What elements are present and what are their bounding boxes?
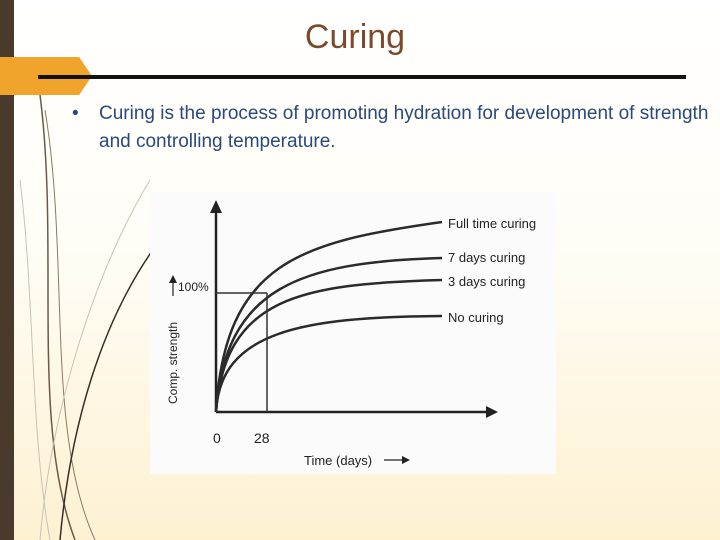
x-axis-label: Time (days) <box>304 453 372 468</box>
x-axis-label-arrow <box>384 456 410 464</box>
y-reference-label: 100% <box>178 280 209 294</box>
left-sidebar-bar <box>0 0 14 540</box>
series-label-no-curing: No curing <box>448 310 504 325</box>
x-tick-label-0: 0 <box>213 430 221 446</box>
series-label-3-days-curing: 3 days curing <box>448 274 525 289</box>
x-axis <box>216 406 498 418</box>
y-axis <box>210 200 222 412</box>
bullet-point: • Curing is the process of promoting hyd… <box>72 100 719 156</box>
series-line-no-curing <box>214 314 443 413</box>
bullet-marker: • <box>72 103 79 124</box>
series-label-full-time-curing: Full time curing <box>448 216 536 231</box>
y-reference-arrow <box>169 275 177 296</box>
y-axis-label: Comp. strength <box>166 322 180 404</box>
x-tick-label-28: 28 <box>254 430 270 446</box>
series-line-full-time-curing <box>214 220 443 413</box>
reference-lines <box>216 292 268 412</box>
bullet-text: Curing is the process of promoting hydra… <box>99 103 709 152</box>
strength-chart: Full time curing 7 days curing 3 days cu… <box>150 192 556 474</box>
decorative-swooshes <box>19 94 160 540</box>
slide-title: Curing <box>304 18 406 56</box>
series-label-7-days-curing: 7 days curing <box>448 250 525 265</box>
series-line-3-days-curing <box>214 278 443 413</box>
title-divider <box>38 75 686 79</box>
